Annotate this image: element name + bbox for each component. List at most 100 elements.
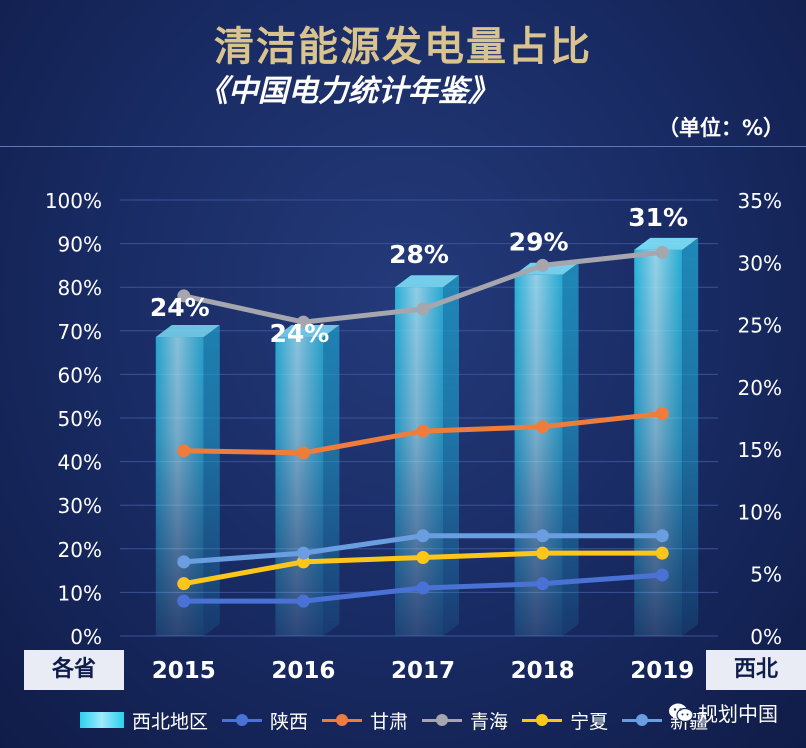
bar-side — [443, 275, 459, 636]
bar — [514, 262, 579, 636]
left-tick-label: 70% — [58, 320, 102, 344]
series-point — [655, 568, 669, 582]
legend-swatch-line — [522, 712, 563, 728]
right-tick-label: 25% — [738, 314, 782, 338]
legend-item-bar: 西北地区 — [80, 707, 208, 734]
legend-swatch-line — [222, 712, 263, 728]
left-y-axis: 0% 10% 20% 30% 40% 50% 60% 70% 80% 90% 100% — [45, 189, 102, 649]
series-point — [416, 302, 430, 316]
legend-swatch-bar — [80, 712, 124, 728]
series-point — [655, 546, 669, 560]
right-tick-label: 35% — [738, 189, 782, 213]
chart-area: 0% 10% 20% 30% 40% 50% 60% 70% 80% 90% 100% 0% 5% 10… — [45, 189, 782, 684]
legend-label: 陕西 — [270, 710, 309, 733]
series-point — [536, 546, 550, 560]
data-label: 24% — [150, 293, 210, 322]
right-tick-label: 15% — [738, 438, 782, 462]
legend-swatch-line — [622, 712, 663, 728]
series-point — [416, 581, 430, 595]
series-point — [177, 594, 191, 608]
right-tick-label: 5% — [750, 563, 782, 587]
bar-front — [395, 287, 443, 636]
series-point — [416, 424, 430, 438]
series-point — [296, 546, 310, 560]
series-point — [177, 289, 191, 303]
bar-front — [155, 337, 204, 636]
series-point — [177, 444, 191, 458]
x-tick-label: 2015 — [152, 658, 216, 684]
left-tick-label: 100% — [45, 189, 102, 213]
bar-side — [323, 325, 340, 636]
x-axis: 2015 2016 2017 2018 2019 — [152, 658, 694, 684]
left-tick-label: 30% — [58, 494, 102, 518]
right-tick-label: 10% — [738, 500, 782, 524]
left-tick-label: 50% — [58, 407, 102, 431]
series-point — [655, 407, 669, 421]
legend-item-ningxia: 宁夏 — [522, 707, 608, 734]
right-tick-label: 0% — [750, 625, 782, 649]
left-tick-label: 90% — [58, 233, 102, 257]
bar-top — [395, 275, 459, 288]
series-point — [296, 446, 310, 460]
series-point — [536, 529, 550, 543]
legend-label: 西北地区 — [132, 710, 209, 733]
bar-top — [275, 325, 340, 338]
watermark: 规划中国 — [668, 698, 778, 727]
left-tick-label: 80% — [58, 276, 102, 300]
data-labels: 24% 24% 28% 29% 31% — [150, 203, 688, 348]
watermark-text: 规划中国 — [698, 702, 778, 726]
unit-label: （单位：%） — [657, 116, 784, 140]
legend: 西北地区 陕西 甘肃 青海 宁夏 新疆 — [80, 705, 708, 735]
series-point — [655, 245, 669, 259]
left-tick-label: 0% — [70, 625, 102, 649]
left-tick-label: 60% — [58, 363, 102, 387]
bar-front — [514, 274, 563, 636]
header-divider — [0, 146, 806, 147]
bar-top — [155, 325, 220, 338]
left-tick-label: 40% — [58, 451, 102, 475]
x-tick-label: 2019 — [630, 658, 694, 684]
chart-title: 清洁能源发电量占比 — [214, 24, 592, 70]
right-corner-label: 西北 — [706, 650, 806, 690]
series-point — [416, 551, 430, 565]
data-label: 24% — [269, 319, 329, 348]
series-point — [536, 420, 550, 434]
series-point — [416, 529, 430, 543]
series-point — [536, 577, 550, 591]
bar — [275, 325, 340, 636]
series-point — [536, 258, 550, 272]
left-tick-label: 20% — [58, 538, 102, 562]
legend-item-qinghai: 青海 — [422, 707, 508, 734]
bar-front — [275, 337, 324, 636]
bar — [395, 275, 459, 636]
bar — [155, 325, 220, 636]
data-label: 31% — [628, 203, 688, 232]
legend-label: 甘肃 — [370, 710, 409, 733]
legend-label: 宁夏 — [570, 710, 609, 733]
series-point — [177, 555, 191, 569]
legend-item-gansu: 甘肃 — [322, 707, 408, 734]
x-tick-label: 2017 — [391, 658, 455, 684]
line-series — [177, 245, 669, 608]
data-label: 28% — [389, 240, 449, 269]
left-tick-label: 10% — [58, 581, 102, 605]
bar-side — [562, 262, 579, 636]
bar-top — [634, 237, 699, 250]
right-tick-label: 30% — [738, 251, 782, 275]
legend-item-shaanxi: 陕西 — [222, 707, 308, 734]
left-corner-label: 各省 — [24, 650, 124, 690]
series-point — [296, 594, 310, 608]
legend-swatch-line — [322, 712, 363, 728]
right-tick-label: 20% — [738, 376, 782, 400]
x-tick-label: 2016 — [271, 658, 335, 684]
wechat-icon — [668, 702, 694, 724]
legend-label: 青海 — [470, 710, 509, 733]
legend-swatch-line — [422, 712, 463, 728]
series-point — [177, 577, 191, 591]
right-y-axis: 0% 5% 10% 15% 20% 25% 30% 35% — [738, 189, 782, 649]
series-point — [296, 315, 310, 329]
series-point — [655, 529, 669, 543]
bar-side — [203, 325, 220, 636]
bar-side — [682, 237, 699, 637]
data-label: 29% — [509, 228, 569, 257]
